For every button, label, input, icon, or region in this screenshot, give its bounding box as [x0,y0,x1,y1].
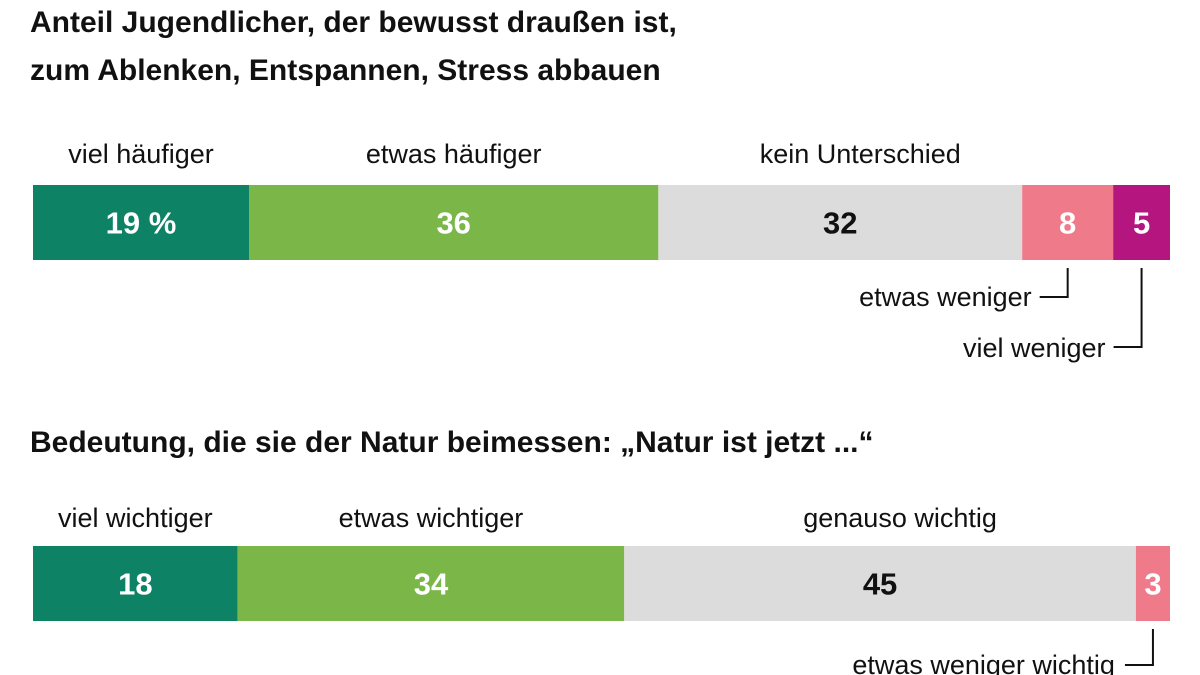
value-label: 8 [1059,206,1076,241]
value-label: 5 [1133,206,1150,241]
bar-segment [624,546,1136,621]
value-label: 18 [118,567,152,602]
chart-title: Bedeutung, die sie der Natur beimessen: … [30,426,874,459]
bar-segment [1022,185,1114,260]
leader-line [1039,268,1069,298]
category-label: kein Unterschied [760,139,961,169]
category-label: viel weniger [963,333,1106,363]
value-label: 36 [436,206,470,241]
chart-title: Anteil Jugendlicher, der bewusst draußen… [30,6,677,39]
category-label: etwas weniger wichtig [852,650,1115,675]
category-label: etwas weniger [859,282,1032,312]
bar-segment [33,185,250,260]
category-label: etwas häufiger [366,139,542,169]
value-label: 19 % [106,206,177,241]
bar-segment [1135,546,1170,621]
bar-segment [237,546,625,621]
bar-segment [249,185,659,260]
value-label: 45 [863,567,897,602]
chart-title: zum Ablenken, Entspannen, Stress abbauen [30,54,661,87]
category-label: genauso wichtig [803,503,997,533]
category-label: etwas wichtiger [339,503,524,533]
leader-line [1124,629,1154,666]
bar-segment [1113,185,1170,260]
value-label: 34 [414,567,449,602]
category-label: viel wichtiger [58,503,213,533]
bar-segment [658,185,1023,260]
leader-line [1113,268,1143,348]
value-label: 3 [1144,567,1161,602]
bar-segment [33,546,238,621]
value-label: 32 [823,206,857,241]
category-label: viel häufiger [68,139,214,169]
